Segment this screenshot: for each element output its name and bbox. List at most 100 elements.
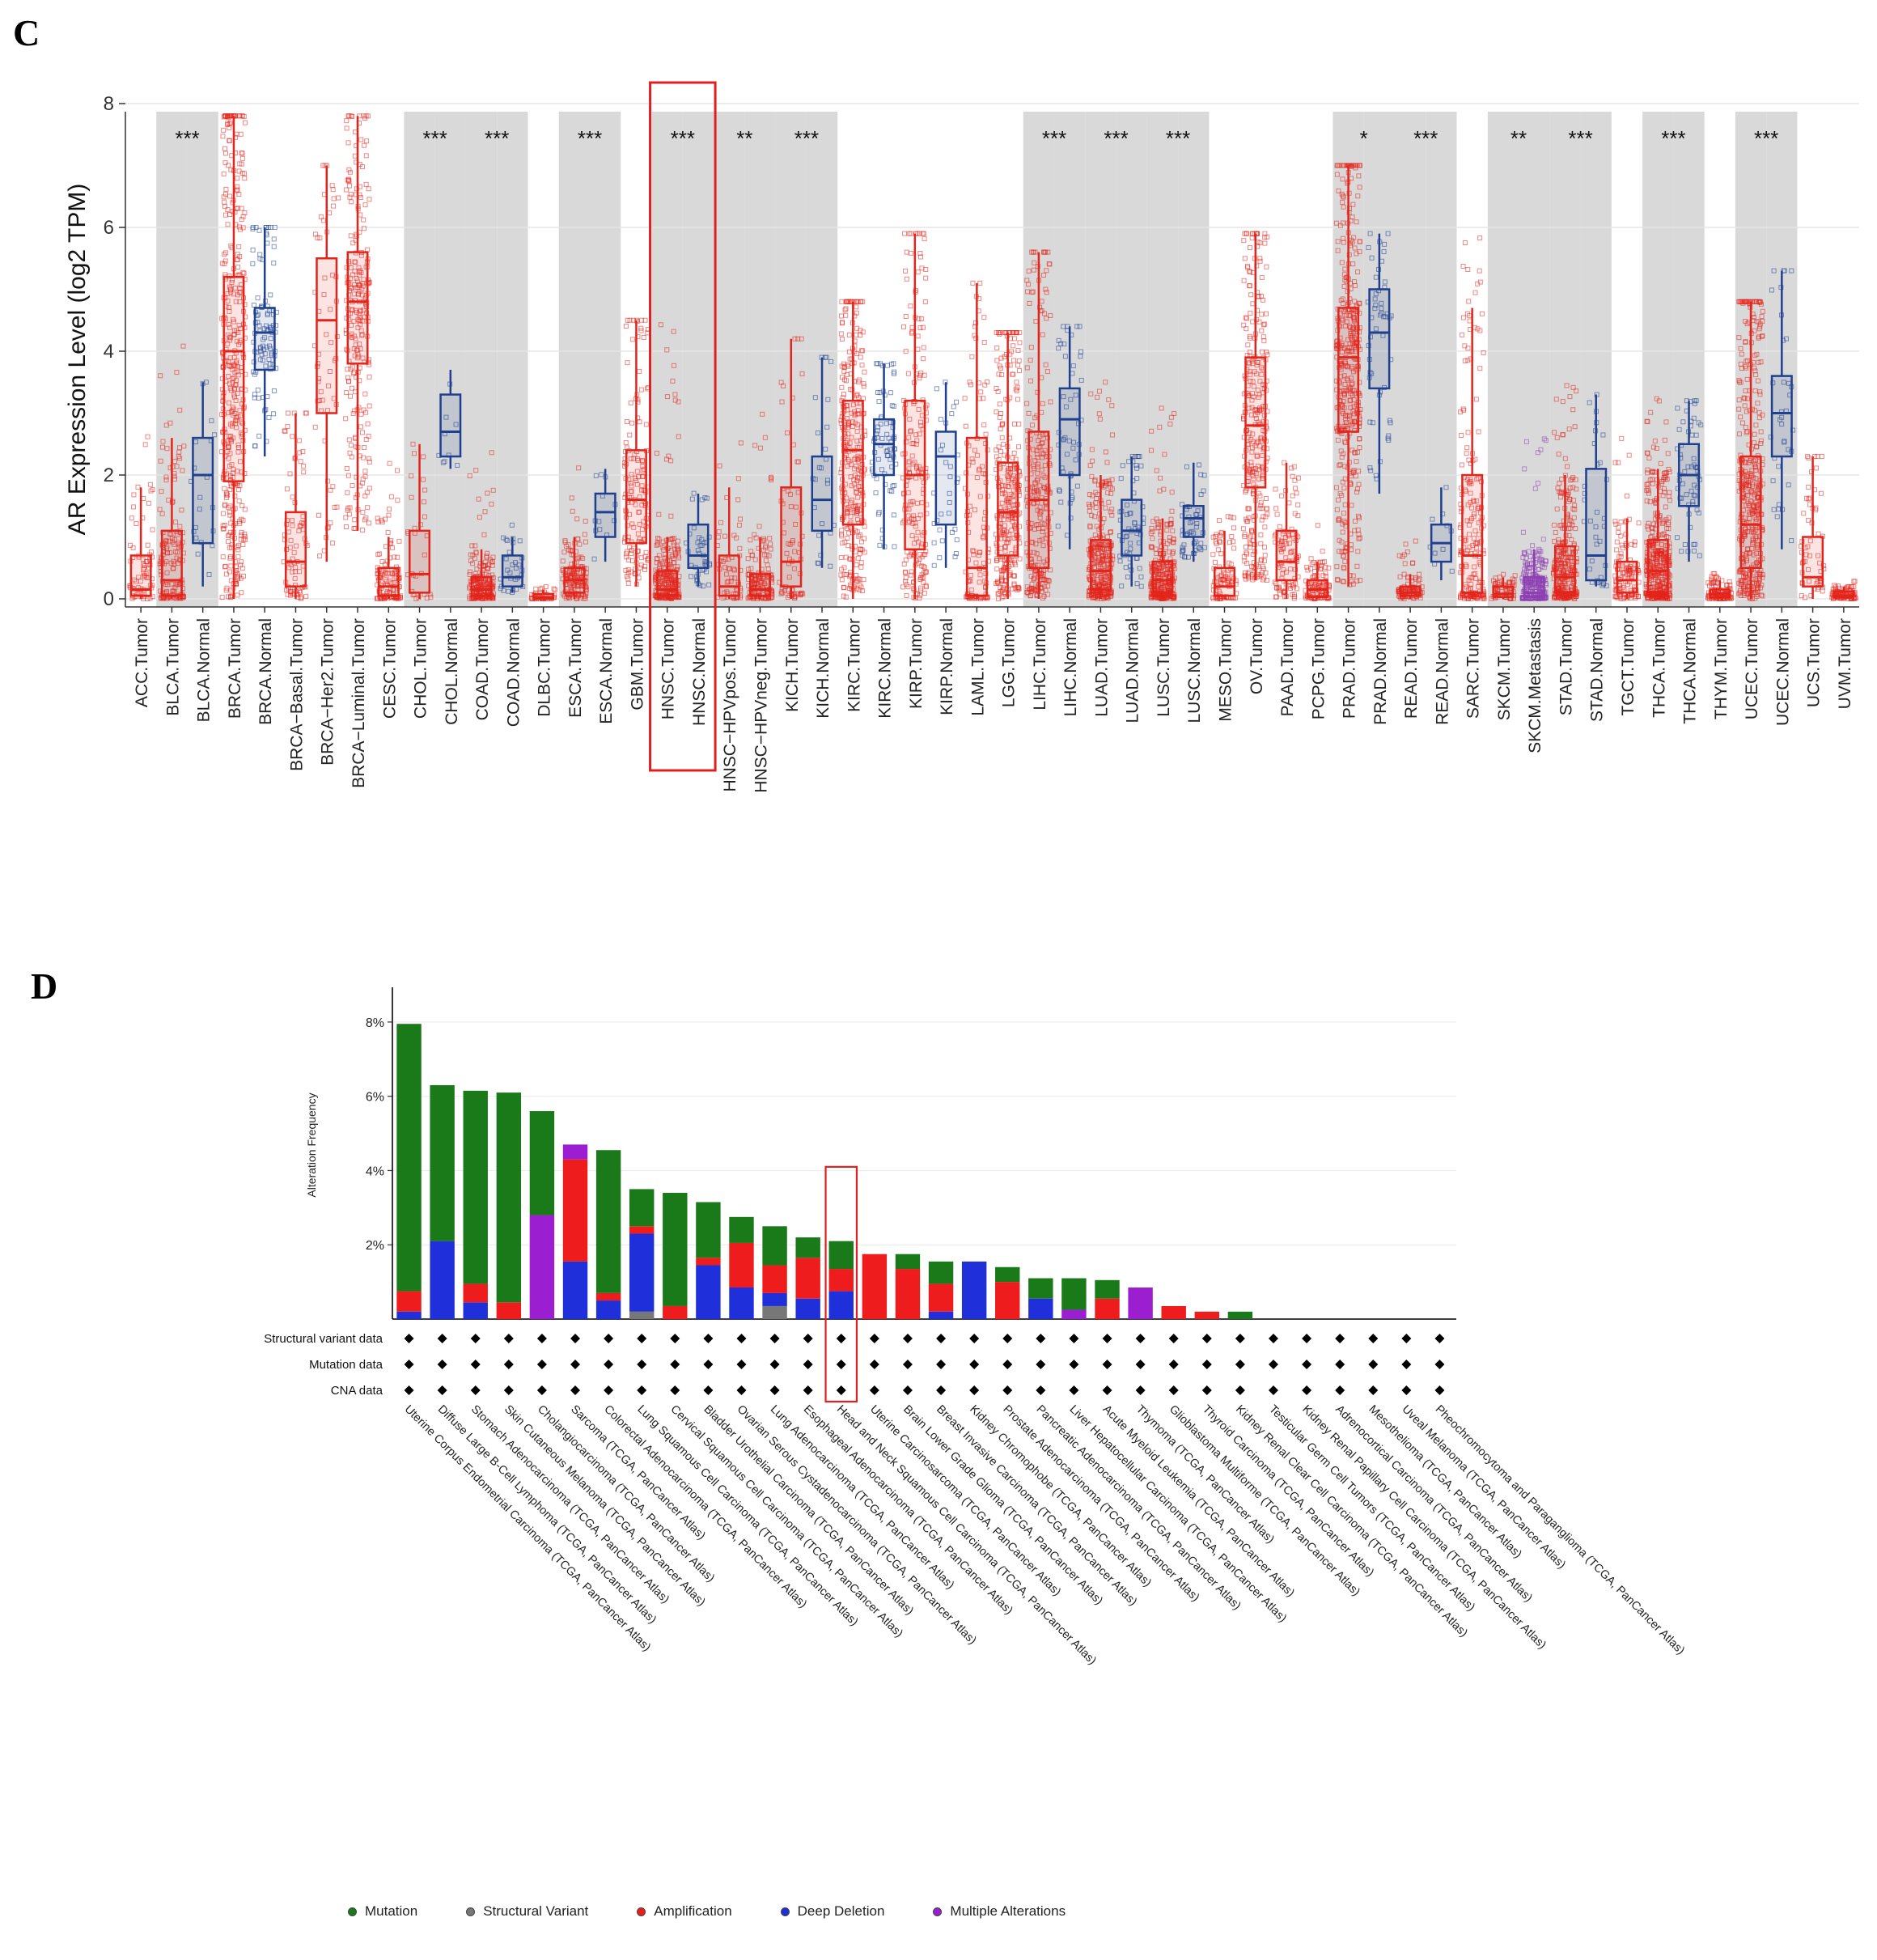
data-point [348, 192, 354, 197]
data-point [294, 543, 299, 549]
data-point [350, 371, 356, 376]
significance-band [558, 112, 591, 607]
y-tick-label: 6 [104, 217, 114, 239]
data-point [164, 570, 170, 575]
data-point [350, 482, 355, 488]
data-point [145, 434, 150, 439]
data-point [130, 504, 136, 510]
data-point [177, 456, 183, 461]
significance-band [651, 112, 683, 607]
data-point [163, 559, 169, 565]
data-point [256, 433, 262, 439]
data-point [235, 554, 241, 559]
data-point [410, 441, 416, 447]
data-point [291, 549, 297, 555]
data-point [268, 225, 273, 230]
data-point [346, 511, 352, 517]
x-tick-label: LIHC.Normal [1061, 618, 1080, 716]
data-point [128, 542, 133, 548]
data-point [258, 346, 264, 351]
data-point [363, 181, 369, 187]
data-point [234, 338, 239, 344]
data-point [318, 214, 324, 219]
data-point [238, 227, 244, 232]
significance-band [497, 112, 528, 607]
data-point [222, 563, 228, 569]
data-point [225, 341, 231, 346]
data-point [351, 333, 357, 339]
jitter-points [312, 163, 341, 558]
data-point [257, 256, 263, 261]
data-point [243, 537, 248, 542]
data-point [226, 532, 231, 538]
data-point [223, 571, 229, 577]
data-point [231, 332, 236, 337]
x-tick-label: MESO.Tumor [1217, 618, 1235, 722]
data-point [163, 474, 169, 480]
data-point [235, 442, 241, 448]
data-point [395, 468, 400, 473]
data-point [164, 588, 170, 594]
data-point [385, 529, 391, 535]
data-point [223, 186, 229, 192]
data-point [360, 164, 366, 170]
x-tick-label: LAML.Tumor [968, 618, 987, 716]
data-point [345, 140, 351, 146]
data-point [353, 308, 358, 313]
data-point [252, 371, 257, 377]
data-point [364, 138, 370, 144]
data-point [387, 507, 392, 512]
data-point [362, 469, 368, 474]
data-point [379, 517, 384, 523]
data-point [164, 544, 170, 549]
x-tick-label: HNSC−HPVpos.Tumor [721, 618, 739, 792]
data-point [345, 177, 350, 183]
data-point [235, 257, 240, 262]
significance-label: *** [1104, 126, 1128, 151]
box-brca-her2-tumor [312, 163, 341, 562]
box-iqr [192, 436, 214, 545]
box-iqr [501, 554, 523, 588]
data-point [235, 573, 241, 579]
significance-label: *** [671, 126, 695, 151]
x-tick-label: COAD.Normal [504, 618, 523, 727]
data-point [266, 343, 272, 349]
data-point [358, 194, 363, 200]
data-point [226, 456, 231, 461]
box-iqr [253, 307, 276, 371]
data-point [225, 122, 231, 128]
data-point [481, 532, 487, 537]
data-point [133, 579, 139, 584]
data-point [360, 476, 366, 482]
significance-band [1487, 112, 1519, 607]
significance-label: *** [794, 126, 819, 151]
data-point [474, 566, 480, 572]
box-iqr [346, 251, 369, 365]
data-point [361, 226, 367, 231]
x-tick-label: LUSC.Normal [1185, 618, 1204, 723]
data-point [358, 346, 363, 352]
data-point [237, 339, 243, 345]
data-point [300, 448, 306, 454]
x-tick-label: LIHC.Tumor [1031, 618, 1049, 711]
data-point [358, 411, 364, 417]
data-point [239, 161, 244, 167]
data-point [240, 517, 246, 523]
data-point [347, 505, 353, 511]
data-point [220, 134, 226, 139]
data-point [236, 168, 242, 174]
data-point [180, 343, 186, 349]
box-iqr [656, 570, 679, 597]
panel-c-label: C [13, 12, 40, 53]
data-point [476, 496, 481, 502]
x-tick-label: KIRC.Normal [876, 618, 895, 719]
data-point [422, 552, 427, 558]
data-point [421, 477, 426, 482]
data-point [343, 515, 349, 520]
data-point [226, 163, 231, 168]
data-point [225, 298, 231, 303]
data-point [235, 592, 240, 598]
data-point [287, 471, 293, 477]
data-point [239, 151, 244, 156]
x-tick-label: KIRP.Normal [938, 618, 956, 715]
